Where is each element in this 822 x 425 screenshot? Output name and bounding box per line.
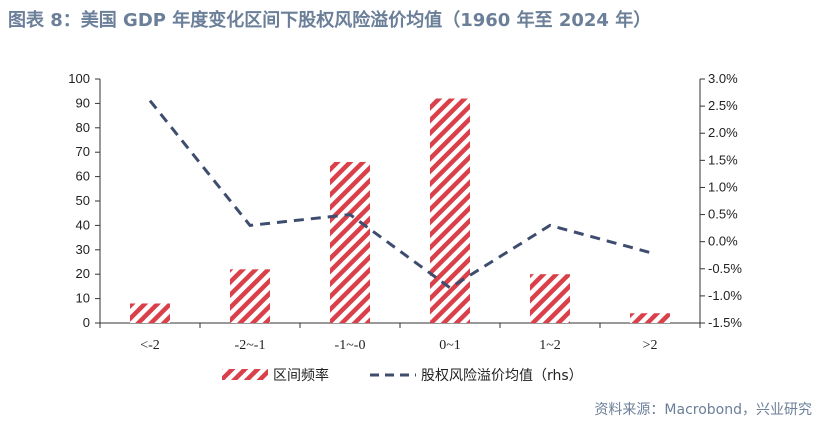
- frequency-bar: [630, 313, 670, 323]
- left-tick-label: 0: [83, 315, 90, 330]
- right-tick-label: 0.0%: [708, 234, 738, 249]
- x-category-label: <-2: [140, 338, 160, 353]
- bar-series: [130, 98, 670, 324]
- left-tick-label: 20: [76, 266, 90, 281]
- right-tick-label: 2.5%: [708, 98, 738, 113]
- left-tick-label: 50: [76, 193, 90, 208]
- left-tick-label: 100: [68, 71, 90, 86]
- equity-risk-premium-line: [148, 99, 651, 290]
- x-category-label: -1~-0: [335, 338, 366, 353]
- x-category-label: 0~1: [439, 338, 461, 353]
- left-tick-label: 10: [76, 291, 90, 306]
- right-tick-label: 1.0%: [708, 179, 738, 194]
- left-tick-label: 60: [76, 169, 90, 184]
- legend: 区间频率 股权风险溢价均值（rhs）: [222, 367, 583, 384]
- frequency-bar: [530, 274, 570, 323]
- left-tick-label: 90: [76, 95, 90, 110]
- left-tick-label: 70: [76, 144, 90, 159]
- right-tick-label: 1.5%: [708, 152, 738, 167]
- frequency-bar: [430, 98, 470, 324]
- right-tick-label: 2.0%: [708, 125, 738, 140]
- right-tick-label: -0.5%: [708, 261, 742, 276]
- legend-bar-swatch: [222, 369, 268, 380]
- chart-title: 图表 8：美国 GDP 年度变化区间下股权风险溢价均值（1960 年至 2024…: [8, 10, 652, 31]
- legend-line-label: 股权风险溢价均值（rhs）: [421, 368, 583, 384]
- right-tick-label: 0.5%: [708, 207, 738, 222]
- right-tick-label: -1.0%: [708, 288, 742, 303]
- chart-axes: 0 10 20 30 40 50 60 70 80 90 100 -1.5% -1.0% -0.5% 0.0…: [68, 71, 742, 353]
- x-category-label: -2~-1: [235, 338, 266, 353]
- legend-bar-label: 区间频率: [273, 367, 329, 384]
- line-series: [148, 99, 651, 290]
- source-note: 资料来源：Macrobond，兴业研究: [594, 402, 812, 418]
- frequency-bar: [330, 161, 370, 323]
- frequency-bar: [230, 269, 270, 323]
- left-tick-label: 80: [76, 120, 90, 135]
- left-tick-label: 30: [76, 242, 90, 257]
- x-category-label: 1~2: [539, 338, 561, 353]
- left-tick-label: 40: [76, 217, 90, 232]
- right-tick-label: -1.5%: [708, 315, 742, 330]
- x-category-label: >2: [643, 338, 658, 353]
- right-tick-label: 3.0%: [708, 71, 738, 86]
- frequency-bar: [130, 303, 170, 323]
